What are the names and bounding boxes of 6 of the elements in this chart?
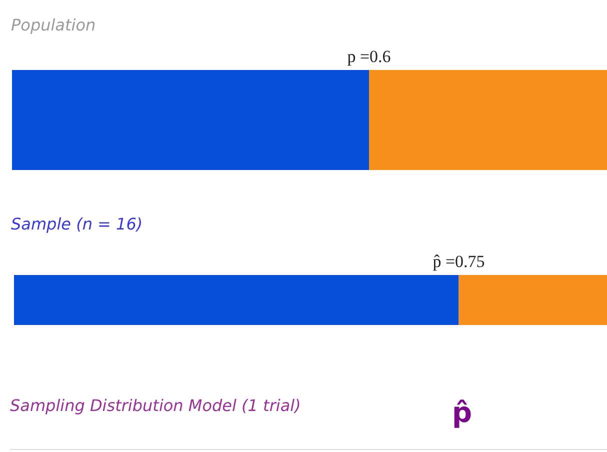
data-label: p =0.6 xyxy=(347,47,391,66)
data-label: p̂ =0.75 xyxy=(432,252,485,271)
text: p̂ xyxy=(452,396,472,430)
chart-title: Population xyxy=(11,16,96,34)
chart-title: Sample (n = 16) xyxy=(11,214,143,234)
text: Sampling Distribution Model (1 trial) xyxy=(10,396,301,415)
